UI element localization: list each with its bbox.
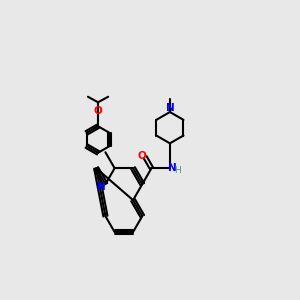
Text: N: N — [166, 103, 174, 113]
Text: N: N — [98, 182, 106, 192]
Text: N: N — [168, 163, 177, 173]
Text: O: O — [137, 151, 146, 160]
Text: H: H — [175, 166, 181, 175]
Text: O: O — [94, 106, 102, 116]
